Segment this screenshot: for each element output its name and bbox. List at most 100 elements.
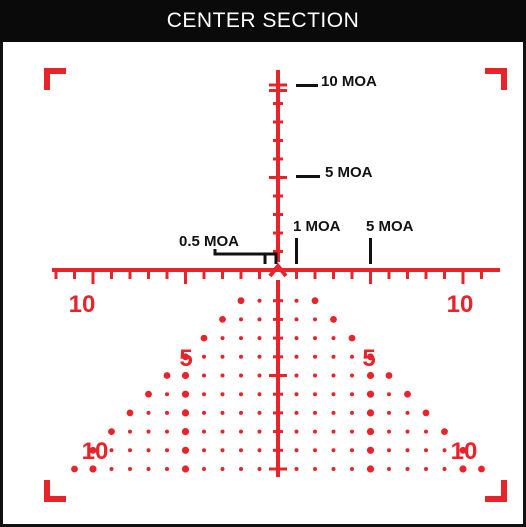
holdover-dot <box>404 390 411 398</box>
horizontal-tick <box>110 270 113 279</box>
holdover-dot <box>182 353 189 361</box>
vertical-tick <box>273 120 283 124</box>
holdover-dot <box>128 448 132 453</box>
holdover-dot <box>181 465 190 473</box>
holdover-dot <box>331 392 336 397</box>
holdover-dot <box>200 334 208 342</box>
vertical-tick <box>273 102 283 105</box>
holdover-dot <box>424 448 428 453</box>
horizontal-tick <box>54 270 58 279</box>
corner-bracket-icon <box>485 68 507 90</box>
holdover-dot <box>146 467 151 471</box>
holdover-dot <box>181 390 190 398</box>
holdover-dot <box>257 467 262 471</box>
holdover-dot <box>126 409 134 417</box>
holdover-dot <box>366 446 375 454</box>
holdover-dot <box>405 410 410 415</box>
holdover-dot <box>478 465 485 473</box>
holdover-dot <box>109 448 114 453</box>
holdover-dot <box>331 373 336 378</box>
holdover-dot <box>294 298 299 303</box>
holdover-dot <box>366 465 375 473</box>
holdover-dot <box>257 336 262 341</box>
number-left-5: 5 <box>179 345 192 372</box>
holdover-dot <box>366 409 375 417</box>
tick-marks <box>54 83 483 471</box>
holdover-dot <box>89 465 97 473</box>
horizontal-tick <box>332 270 335 279</box>
holdover-dot <box>387 410 391 415</box>
holdover-dot <box>257 373 262 378</box>
holdover-dot <box>237 297 245 305</box>
horizontal-tick <box>128 270 132 279</box>
vertical-tick <box>273 411 283 415</box>
holdover-dot <box>405 448 410 453</box>
label-10-moa: 10 MOA <box>321 73 377 90</box>
horizontal-tick <box>147 270 150 279</box>
holdover-dot <box>442 467 447 471</box>
holdover-dot-grid <box>71 297 485 473</box>
holdover-dot <box>165 429 169 434</box>
number-left-10: 10 <box>69 291 96 318</box>
holdover-dot <box>350 429 354 434</box>
vertical-tick <box>269 83 287 87</box>
leader-0-5-moa <box>213 249 278 264</box>
vertical-tick <box>269 89 287 92</box>
number-lower-right-10: 10 <box>451 438 478 465</box>
holdover-dot <box>202 410 206 415</box>
horizontal-tick <box>480 270 483 279</box>
holdover-dot <box>202 429 206 434</box>
annotation-leaders <box>213 84 372 264</box>
holdover-dot <box>202 392 206 397</box>
holdover-dot <box>422 409 430 417</box>
horizontal-tick <box>295 270 298 279</box>
holdover-dot <box>459 465 467 473</box>
horizontal-tick <box>424 270 428 279</box>
holdover-dot <box>181 428 190 436</box>
holdover-dot <box>220 373 225 378</box>
section-title: CENTER SECTION <box>0 0 526 42</box>
holdover-dot <box>257 410 262 415</box>
vertical-tick <box>273 250 283 253</box>
holdover-dot <box>239 354 243 359</box>
vertical-tick <box>269 374 287 377</box>
holdover-dot <box>313 317 317 322</box>
leader-5-moa-horizontal <box>369 238 372 264</box>
lower-vertical-stadia <box>276 280 280 477</box>
holdover-dot <box>145 390 152 398</box>
vertical-tick <box>273 157 283 161</box>
vertical-tick <box>273 448 283 452</box>
holdover-dot <box>441 428 448 435</box>
horizontal-tick <box>461 270 465 284</box>
vertical-tick <box>273 194 283 198</box>
holdover-dot <box>219 316 226 323</box>
holdover-dot <box>387 467 391 471</box>
holdover-dot <box>331 467 336 471</box>
holdover-dot <box>350 467 354 471</box>
holdover-dot <box>294 336 299 341</box>
holdover-dot <box>128 429 132 434</box>
holdover-dot <box>366 428 375 436</box>
horizontal-tick <box>369 270 372 284</box>
corner-bracket-icon <box>485 480 507 502</box>
holdover-dot <box>313 336 317 341</box>
holdover-dot <box>405 429 410 434</box>
horizontal-tick <box>91 270 95 284</box>
label-1-moa: 1 MOA <box>293 218 341 235</box>
horizontal-tick <box>221 270 224 279</box>
holdover-dot <box>331 448 336 453</box>
holdover-dot <box>331 429 336 434</box>
holdover-dot <box>239 410 243 415</box>
holdover-dot <box>202 354 206 359</box>
upper-vertical-stadia <box>276 70 280 262</box>
holdover-dot <box>220 429 225 434</box>
horizontal-tick <box>443 270 446 279</box>
holdover-dot <box>165 448 169 453</box>
holdover-dot <box>350 373 354 378</box>
holdover-dot <box>313 410 317 415</box>
label-0-5-moa: 0.5 MOA <box>179 233 239 250</box>
holdover-dot <box>165 392 169 397</box>
holdover-dot <box>146 410 151 415</box>
number-right-10: 10 <box>447 291 474 318</box>
